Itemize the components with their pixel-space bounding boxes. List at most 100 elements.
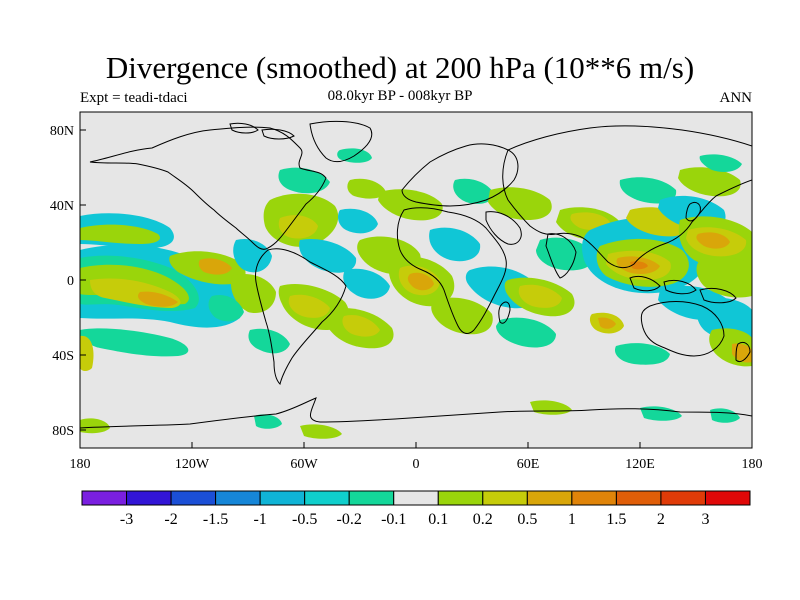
- lon-tick-label: 60W: [290, 457, 318, 472]
- coastline-japan: [685, 201, 701, 222]
- colorbar-swatch: [526, 490, 573, 506]
- field-region: [208, 294, 244, 322]
- colorbar-label: 0.5: [517, 511, 537, 528]
- coastline-africa: [396, 207, 507, 334]
- field-region: [288, 294, 330, 318]
- field-region: [80, 224, 160, 244]
- field-region: [80, 418, 110, 434]
- field-region: [138, 291, 178, 307]
- field-region: [299, 238, 357, 273]
- coastline-india: [545, 233, 577, 279]
- colorbar-label: 2: [657, 511, 665, 528]
- colorbar-label: -3: [120, 511, 133, 528]
- divergence-field: [80, 148, 752, 439]
- lat-tick-label: 80N: [50, 124, 74, 139]
- field-region: [338, 208, 378, 234]
- map-title: Divergence (smoothed) at 200 hPa (10**6 …: [105, 50, 695, 85]
- coastline-north-america: [89, 126, 327, 250]
- colorbar-swatch: [615, 490, 662, 506]
- field-region: [678, 167, 741, 197]
- coastline-antarctica: [80, 397, 752, 429]
- colorbar-swatch: [393, 490, 439, 506]
- coastline-indonesia: [629, 275, 661, 292]
- field-region: [619, 177, 677, 204]
- colorbar-label: -0.2: [337, 511, 362, 528]
- coastline-asia: [502, 125, 752, 269]
- colorbar-swatch: [571, 490, 617, 506]
- colorbar-swatch: [704, 490, 751, 506]
- colorbar-label: -0.5: [292, 511, 317, 528]
- lon-tick-label: 180: [742, 457, 763, 472]
- coastline-greenland: [309, 120, 373, 163]
- colorbar-swatch: [482, 490, 528, 506]
- field-region: [300, 424, 342, 439]
- field-region: [536, 237, 595, 271]
- field-region: [233, 238, 272, 273]
- field-region: [278, 167, 330, 194]
- field-region: [278, 215, 318, 239]
- field-region: [378, 189, 443, 221]
- coastline-new-zealand: [735, 341, 751, 363]
- lon-tick-label: 120W: [175, 457, 210, 472]
- field-region: [696, 257, 752, 298]
- field-region: [347, 178, 386, 199]
- colorbar-swatch: [660, 490, 706, 506]
- colorbar-label: 0.1: [428, 511, 448, 528]
- colorbar-label: -0.1: [381, 511, 406, 528]
- field-region: [496, 317, 556, 348]
- colorbar: -3 -2 -1.5 -1 -0.5 -0.2 -0.1 0.1 0.2 0.5 1 1.5 2 3: [81, 490, 751, 528]
- lon-tick-label: 120E: [625, 457, 655, 472]
- colorbar-label: -1: [253, 511, 266, 528]
- colorbar-label: 1: [568, 511, 576, 528]
- coastline-madagascar: [498, 301, 511, 324]
- colorbar-label: 1.5: [606, 511, 626, 528]
- coastlines: [80, 120, 752, 429]
- colorbar-swatch: [126, 490, 172, 506]
- lat-tick-label: 80S: [52, 424, 74, 439]
- colorbar-swatch: [215, 490, 261, 506]
- field-region: [248, 328, 290, 354]
- field-region: [198, 258, 232, 275]
- lat-tick-label: 0: [67, 274, 74, 289]
- colorbar-swatch: [437, 490, 484, 506]
- field-region: [614, 343, 670, 365]
- field-region: [640, 406, 682, 421]
- coastline-new-guinea: [699, 287, 737, 304]
- field-region: [407, 272, 434, 291]
- season-label: ANN: [719, 90, 753, 106]
- field-region: [429, 227, 481, 262]
- field-region: [254, 414, 282, 429]
- colorbar-label: 3: [701, 511, 709, 528]
- coastline-indonesia: [663, 279, 697, 295]
- coastline-south-america: [255, 248, 347, 385]
- lat-tick-label: 40S: [52, 349, 74, 364]
- field-region: [343, 268, 390, 299]
- coastline-arctic-islands: [229, 122, 259, 134]
- latitude-axis: 80N 40N 0 40S 80S: [50, 124, 86, 439]
- field-region: [80, 328, 189, 357]
- lon-tick-label: 0: [413, 457, 420, 472]
- coastline-arctic-islands: [261, 128, 295, 140]
- field-region: [488, 187, 552, 220]
- colorbar-swatch: [81, 490, 128, 506]
- colorbar-swatch: [348, 490, 395, 506]
- colorbar-swatch: [170, 490, 217, 506]
- field-region: [570, 212, 610, 230]
- period-label: 08.0kyr BP - 008kyr BP: [327, 88, 473, 104]
- coastline-europe: [401, 143, 519, 207]
- experiment-label: Expt = teadi-tdaci: [80, 90, 188, 106]
- colorbar-swatch: [259, 490, 306, 506]
- colorbar-label: -2: [164, 511, 177, 528]
- field-region: [518, 284, 562, 308]
- colorbar-label: 0.2: [473, 511, 493, 528]
- lon-tick-label: 60E: [517, 457, 540, 472]
- field-region: [230, 273, 276, 314]
- field-region: [696, 232, 730, 249]
- colorbar-label: -1.5: [203, 511, 228, 528]
- coastline-arabia: [485, 211, 522, 245]
- longitude-axis: 180 120W 60W 0 60E 120E 180: [70, 442, 763, 472]
- field-region: [453, 178, 494, 204]
- field-region: [699, 154, 742, 172]
- field-region: [598, 317, 616, 329]
